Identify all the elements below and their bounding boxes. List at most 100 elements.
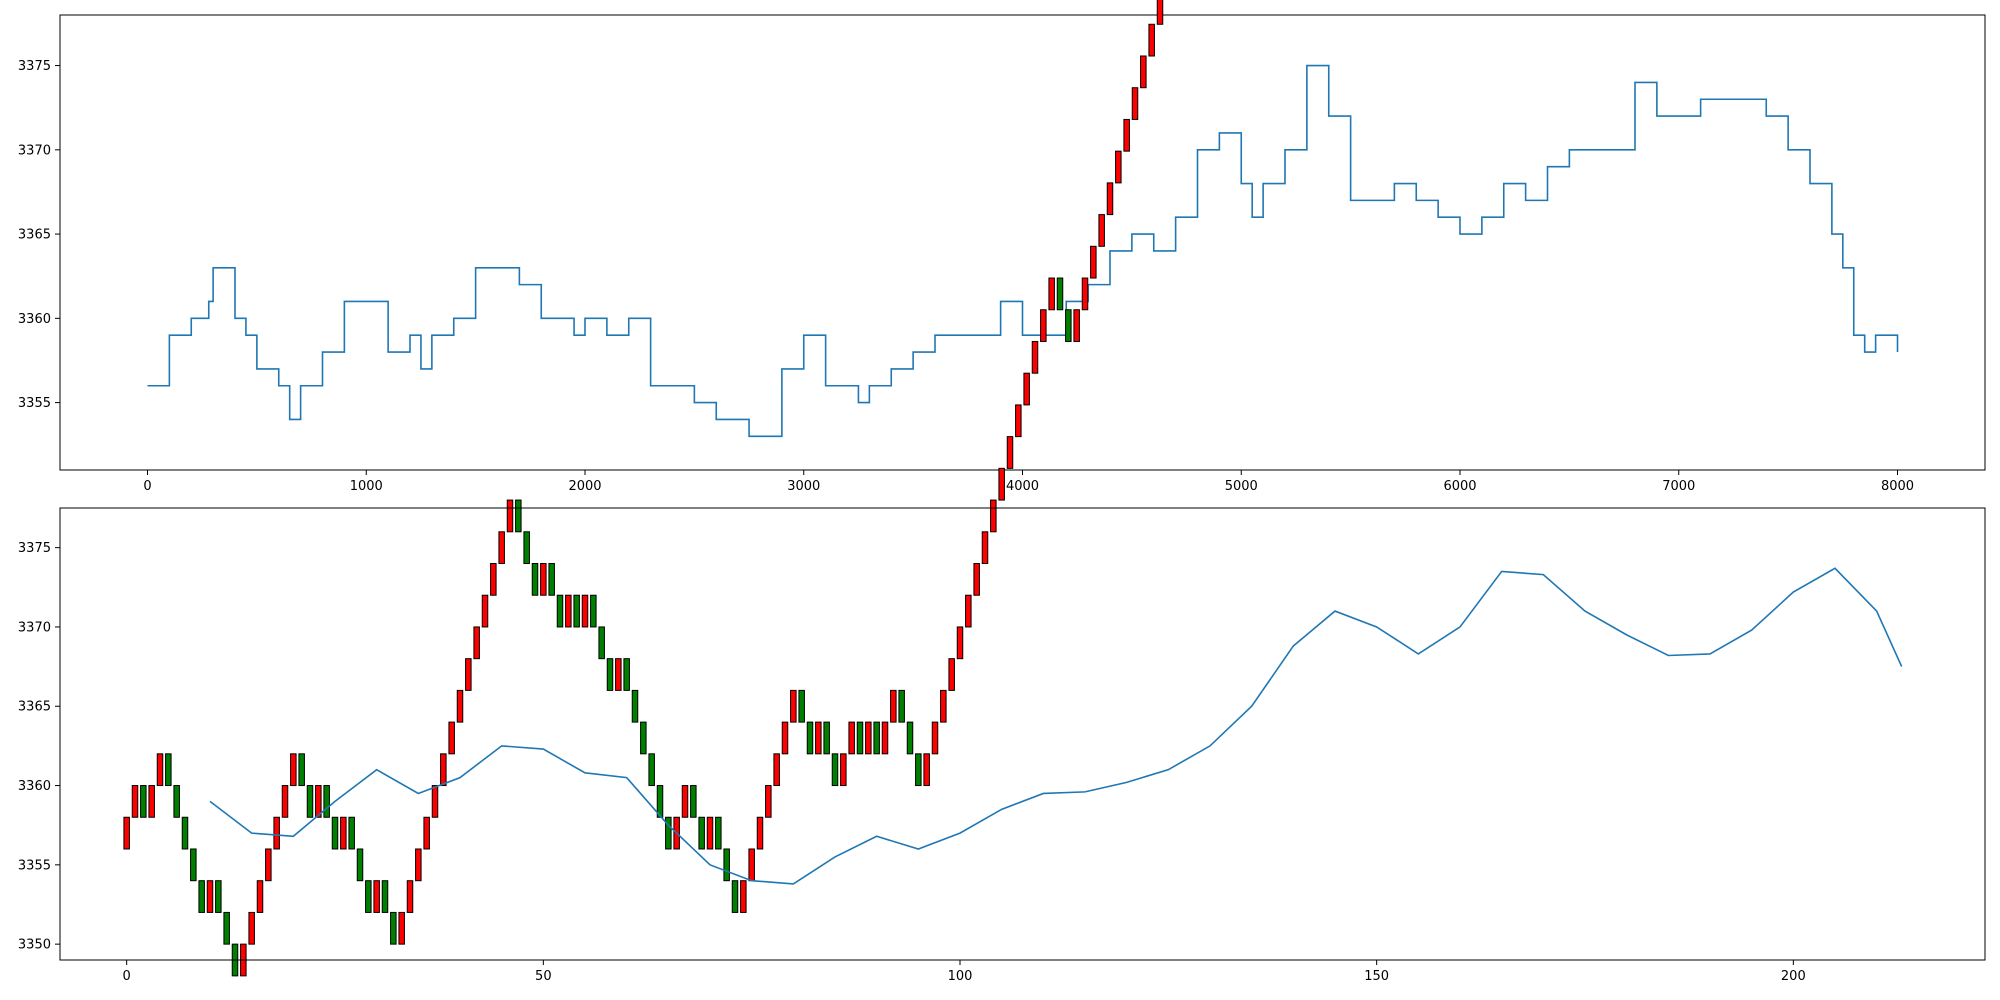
up-brick bbox=[956, 626, 964, 660]
up-brick bbox=[1140, 55, 1147, 89]
down-brick bbox=[323, 785, 330, 818]
down-brick bbox=[906, 721, 914, 755]
bot-y-tick-label: 3355 bbox=[18, 858, 51, 873]
up-brick bbox=[123, 816, 130, 850]
down-brick bbox=[915, 753, 922, 787]
top-x-axis: 0 1000 2000 3000 4000 5000 6000 7000 8000 bbox=[143, 470, 1914, 494]
bot-y-tick: 3350 bbox=[18, 938, 60, 953]
bot-y-tick: 3375 bbox=[18, 541, 60, 556]
up-brick bbox=[940, 689, 947, 723]
down-brick bbox=[306, 785, 314, 818]
up-brick bbox=[948, 658, 955, 691]
down-brick bbox=[798, 689, 805, 723]
up-brick bbox=[465, 658, 472, 691]
top-x-tick: 5000 bbox=[1225, 470, 1258, 494]
up-brick bbox=[1023, 372, 1030, 406]
bottom-plot-frame bbox=[59, 507, 1986, 961]
up-brick bbox=[1106, 182, 1114, 216]
top-x-tick: 4000 bbox=[1006, 470, 1039, 494]
bot-y-tick-label: 3375 bbox=[18, 541, 51, 556]
up-brick bbox=[1031, 340, 1039, 374]
top-x-tick: 6000 bbox=[1443, 470, 1477, 494]
up-brick bbox=[781, 721, 789, 755]
down-brick bbox=[648, 753, 655, 787]
bot-y-tick: 3355 bbox=[18, 858, 60, 873]
top-y-tick: 3360 bbox=[18, 312, 60, 327]
top-x-tick: 7000 bbox=[1662, 470, 1695, 494]
top-y-tick: 3375 bbox=[18, 59, 60, 74]
down-brick bbox=[898, 689, 905, 723]
bot-y-tick: 3360 bbox=[18, 779, 60, 794]
top-y-tick-label: 3365 bbox=[18, 228, 51, 243]
bottom-y-axis: 3350 3355 3360 3365 3370 3375 bbox=[18, 541, 60, 953]
top-x-tick-label: 1000 bbox=[350, 479, 383, 494]
bot-x-tick-label: 150 bbox=[1364, 969, 1389, 984]
up-brick bbox=[1006, 436, 1014, 469]
up-brick bbox=[248, 911, 255, 945]
up-brick bbox=[506, 499, 514, 533]
up-brick bbox=[756, 816, 764, 850]
up-brick bbox=[773, 753, 780, 787]
down-brick bbox=[223, 911, 230, 945]
bot-x-tick-label: 100 bbox=[948, 969, 973, 984]
top-y-tick-label: 3375 bbox=[18, 59, 51, 74]
up-brick bbox=[256, 880, 264, 913]
down-brick bbox=[298, 753, 305, 787]
up-brick bbox=[373, 880, 380, 913]
up-brick bbox=[740, 880, 747, 913]
bot-x-tick: 0 bbox=[123, 960, 131, 984]
down-brick bbox=[215, 880, 222, 913]
down-brick bbox=[831, 753, 839, 787]
down-brick bbox=[523, 531, 530, 565]
up-brick bbox=[340, 816, 347, 850]
up-brick bbox=[790, 689, 797, 723]
up-brick bbox=[1040, 309, 1047, 342]
up-brick bbox=[273, 816, 280, 850]
up-brick bbox=[473, 626, 480, 660]
up-brick bbox=[1090, 245, 1097, 279]
down-brick bbox=[690, 785, 697, 818]
up-brick bbox=[1123, 118, 1130, 152]
up-brick bbox=[998, 467, 1005, 501]
top-x-tick-label: 3000 bbox=[787, 479, 820, 494]
up-brick bbox=[1015, 404, 1022, 438]
up-brick bbox=[615, 658, 622, 691]
up-brick bbox=[890, 689, 897, 723]
down-brick bbox=[365, 880, 372, 913]
top-y-tick-label: 3360 bbox=[18, 312, 51, 327]
down-brick bbox=[531, 563, 539, 596]
up-brick bbox=[990, 499, 997, 533]
top-x-tick-label: 5000 bbox=[1225, 479, 1258, 494]
bottom-renko-chart: 0 50 100 150 200 3350 3355 3360 3365 3370 3375 bbox=[18, 0, 1986, 984]
down-brick bbox=[665, 816, 672, 850]
down-brick bbox=[631, 689, 639, 723]
up-brick bbox=[881, 721, 889, 755]
up-brick bbox=[398, 911, 405, 945]
down-brick bbox=[140, 785, 147, 818]
down-brick bbox=[348, 816, 355, 850]
top-y-tick: 3365 bbox=[18, 228, 60, 243]
bot-y-tick-label: 3350 bbox=[18, 938, 51, 953]
bot-y-tick: 3370 bbox=[18, 620, 60, 635]
up-brick bbox=[973, 563, 980, 596]
down-brick bbox=[173, 785, 180, 818]
up-brick bbox=[965, 594, 972, 628]
top-plot-frame bbox=[59, 14, 1986, 471]
down-brick bbox=[715, 816, 722, 850]
bot-x-tick: 100 bbox=[948, 960, 973, 984]
down-brick bbox=[806, 721, 814, 755]
up-brick bbox=[481, 594, 489, 628]
up-brick bbox=[1081, 277, 1089, 311]
price-series bbox=[147, 64, 1899, 438]
up-brick bbox=[1148, 23, 1155, 57]
top-x-tick-label: 6000 bbox=[1443, 479, 1476, 494]
down-brick bbox=[590, 594, 597, 628]
top-x-tick-label: 4000 bbox=[1006, 479, 1039, 494]
top-y-tick-label: 3370 bbox=[18, 143, 51, 158]
up-brick bbox=[148, 785, 155, 818]
down-brick bbox=[656, 785, 664, 818]
top-x-tick-label: 7000 bbox=[1662, 479, 1695, 494]
up-brick bbox=[406, 880, 414, 913]
price-line bbox=[147, 64, 1899, 438]
